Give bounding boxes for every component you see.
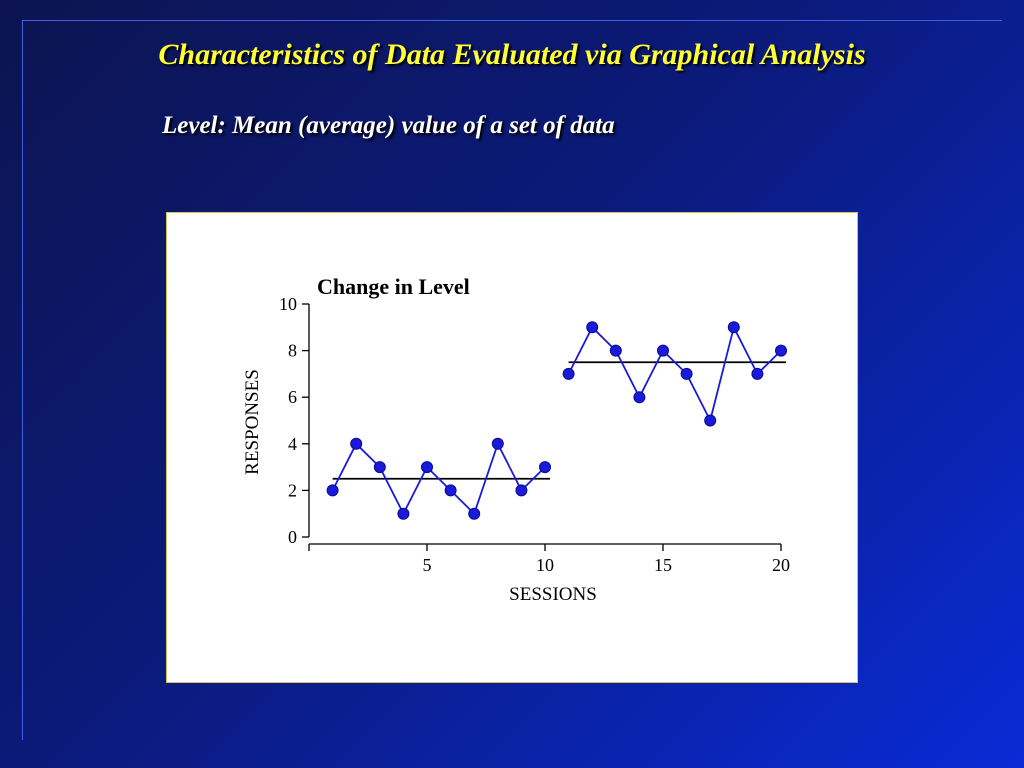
y-tick-label: 8 — [288, 341, 297, 361]
data-point — [421, 461, 433, 474]
data-point — [468, 507, 481, 520]
chart-title: Change in Level — [317, 274, 470, 299]
y-tick-label: 0 — [288, 527, 297, 547]
series-lines — [331, 324, 782, 516]
x-axis-label: SESSIONS — [509, 584, 597, 605]
y-axis-label: RESPONSES — [242, 369, 263, 475]
frame-left-line — [22, 20, 23, 740]
series-line — [567, 324, 782, 424]
chart-axes: 0 2 4 6 8 10 5 10 15 20 — [279, 294, 790, 575]
data-point — [727, 321, 740, 334]
data-point — [775, 344, 787, 357]
slide-subtitle: Level: Mean (average) value of a set of … — [162, 112, 615, 139]
data-point — [444, 484, 457, 497]
data-point — [397, 507, 410, 520]
data-point — [373, 461, 386, 474]
x-tick-label: 5 — [423, 555, 432, 575]
data-point — [491, 437, 504, 450]
data-point — [657, 344, 669, 357]
data-point — [539, 461, 551, 474]
data-points — [326, 321, 787, 520]
data-point — [350, 437, 363, 450]
data-point — [751, 367, 764, 380]
data-point — [562, 367, 575, 380]
data-point — [326, 484, 339, 497]
y-tick-label: 6 — [288, 387, 297, 407]
data-point — [680, 367, 693, 380]
data-point — [704, 414, 717, 427]
x-tick-label: 20 — [772, 555, 790, 575]
x-tick-label: 15 — [654, 555, 672, 575]
series-line — [331, 441, 546, 516]
data-point — [586, 321, 599, 334]
slide-title: Characteristics of Data Evaluated via Gr… — [158, 38, 866, 71]
data-point — [515, 484, 528, 497]
y-tick-label: 4 — [288, 434, 297, 454]
chart-panel: 0 2 4 6 8 10 5 10 15 20 Change in Level SESSIONS … — [166, 212, 858, 683]
mean-lines — [332, 361, 786, 480]
data-point — [633, 391, 646, 404]
data-point — [609, 344, 622, 357]
y-tick-label: 2 — [288, 480, 297, 500]
y-tick-label: 10 — [279, 294, 297, 314]
x-tick-label: 10 — [536, 555, 554, 575]
frame-top-line — [22, 20, 1002, 21]
